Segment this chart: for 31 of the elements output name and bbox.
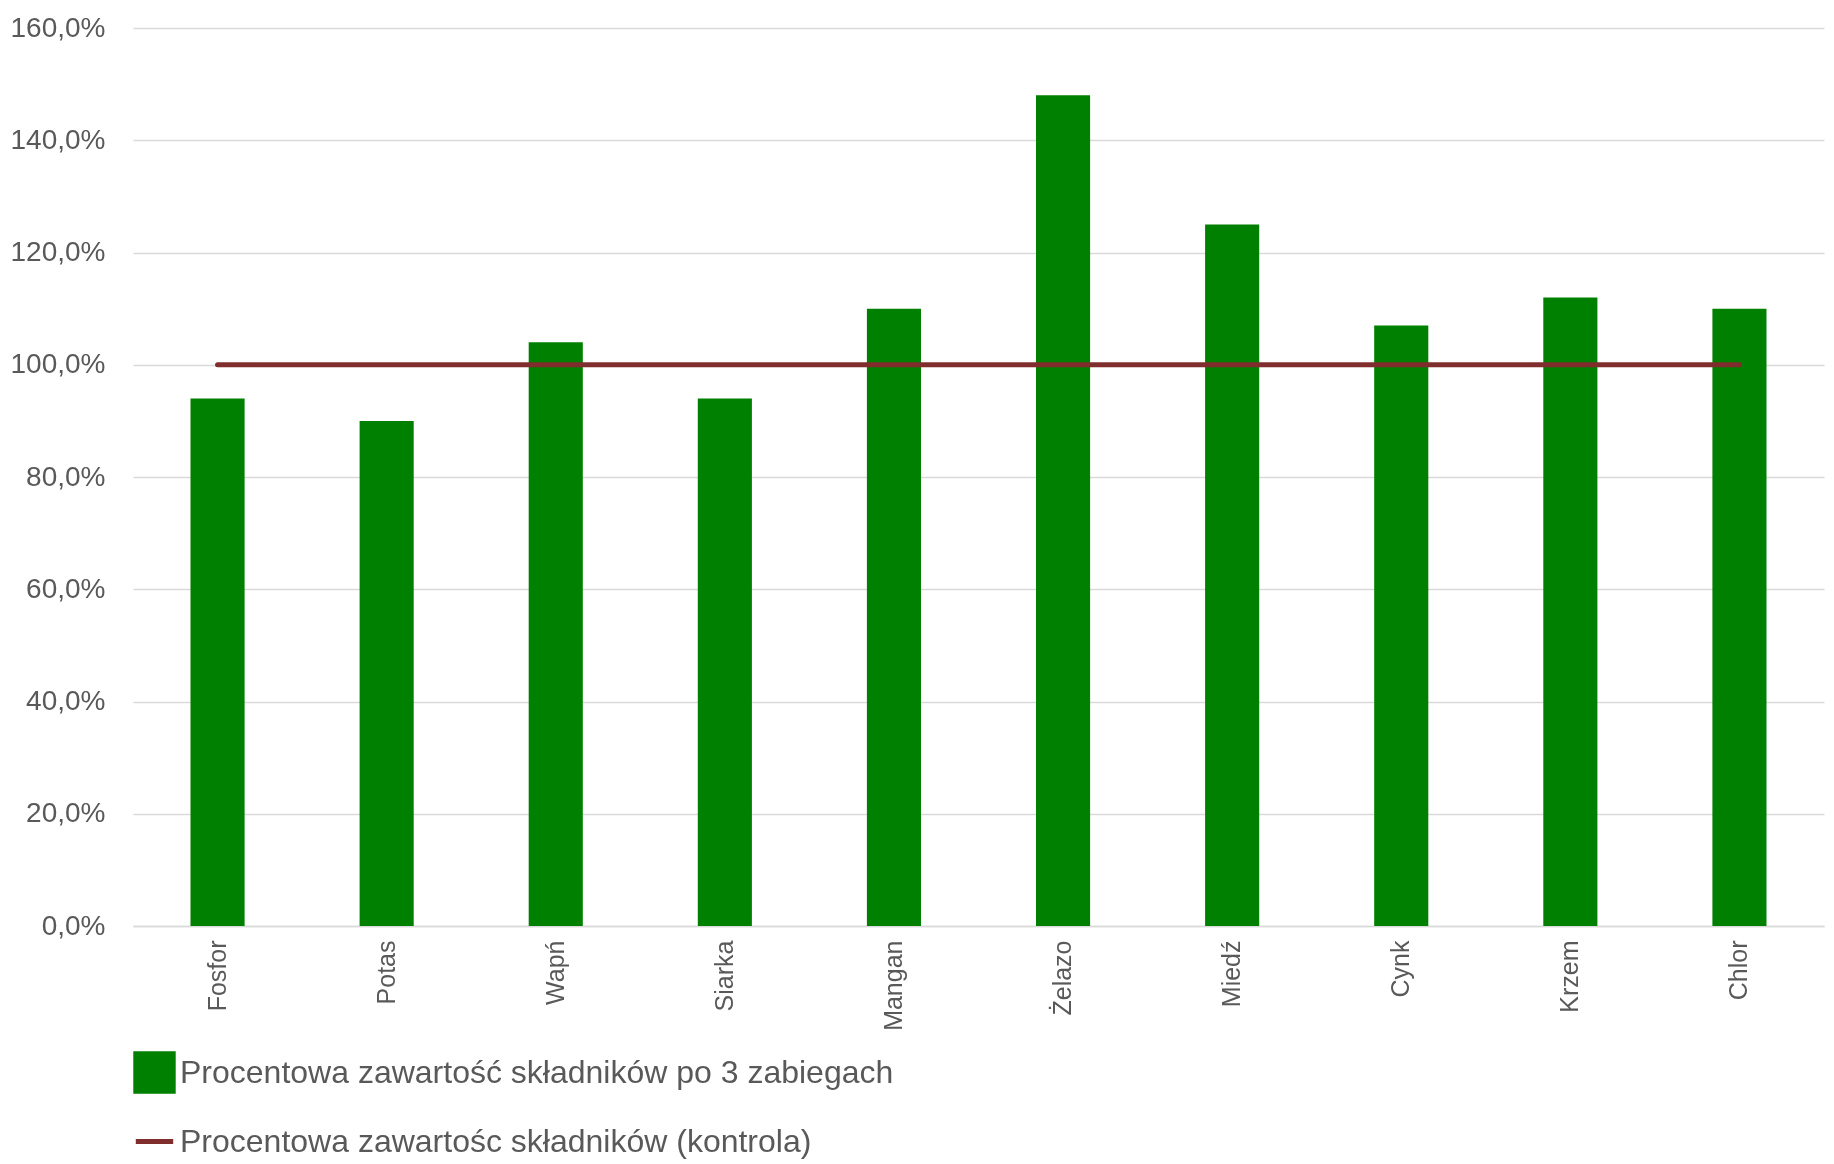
x-tick-label: Potas — [371, 940, 400, 1005]
bar — [866, 308, 922, 926]
y-tick-label: 0,0% — [41, 909, 106, 941]
y-tick-label: 40,0% — [26, 685, 106, 716]
bar — [1205, 224, 1260, 926]
y-tick-label: 140,0% — [10, 123, 106, 155]
x-tick-label: Mangan — [878, 940, 907, 1031]
bar — [1543, 297, 1598, 926]
x-tick-label: Cynk — [1386, 940, 1415, 998]
y-tick-label: 60,0% — [26, 572, 106, 604]
bar — [528, 342, 583, 926]
bar — [190, 398, 245, 926]
x-tick-label: Fosfor — [202, 940, 231, 1012]
bar — [359, 420, 414, 926]
bar — [1374, 325, 1429, 926]
bar — [1712, 308, 1767, 926]
x-tick-label: Siarka — [709, 940, 738, 1012]
y-tick-label: 120,0% — [10, 236, 106, 267]
x-tick-label: Wapń — [540, 940, 569, 1005]
legend-label: Procentowa zawartość składników po 3 zabiegach — [180, 1053, 894, 1090]
x-tick-label: Krzem — [1555, 940, 1584, 1013]
y-tick-label: 100,0% — [10, 348, 106, 380]
legend-label: Procentowa zawartośc składników (kontrola) — [180, 1122, 812, 1159]
bar — [697, 398, 752, 926]
bar — [1035, 95, 1091, 926]
x-tick-label: Miedź — [1217, 940, 1246, 1008]
y-tick-label: 80,0% — [26, 460, 106, 492]
y-tick-label: 20,0% — [26, 797, 106, 829]
x-tick-label: Chlor — [1724, 940, 1753, 1001]
x-tick-label: Żelazo — [1048, 940, 1077, 1016]
y-tick-label: 160,0% — [10, 11, 106, 43]
